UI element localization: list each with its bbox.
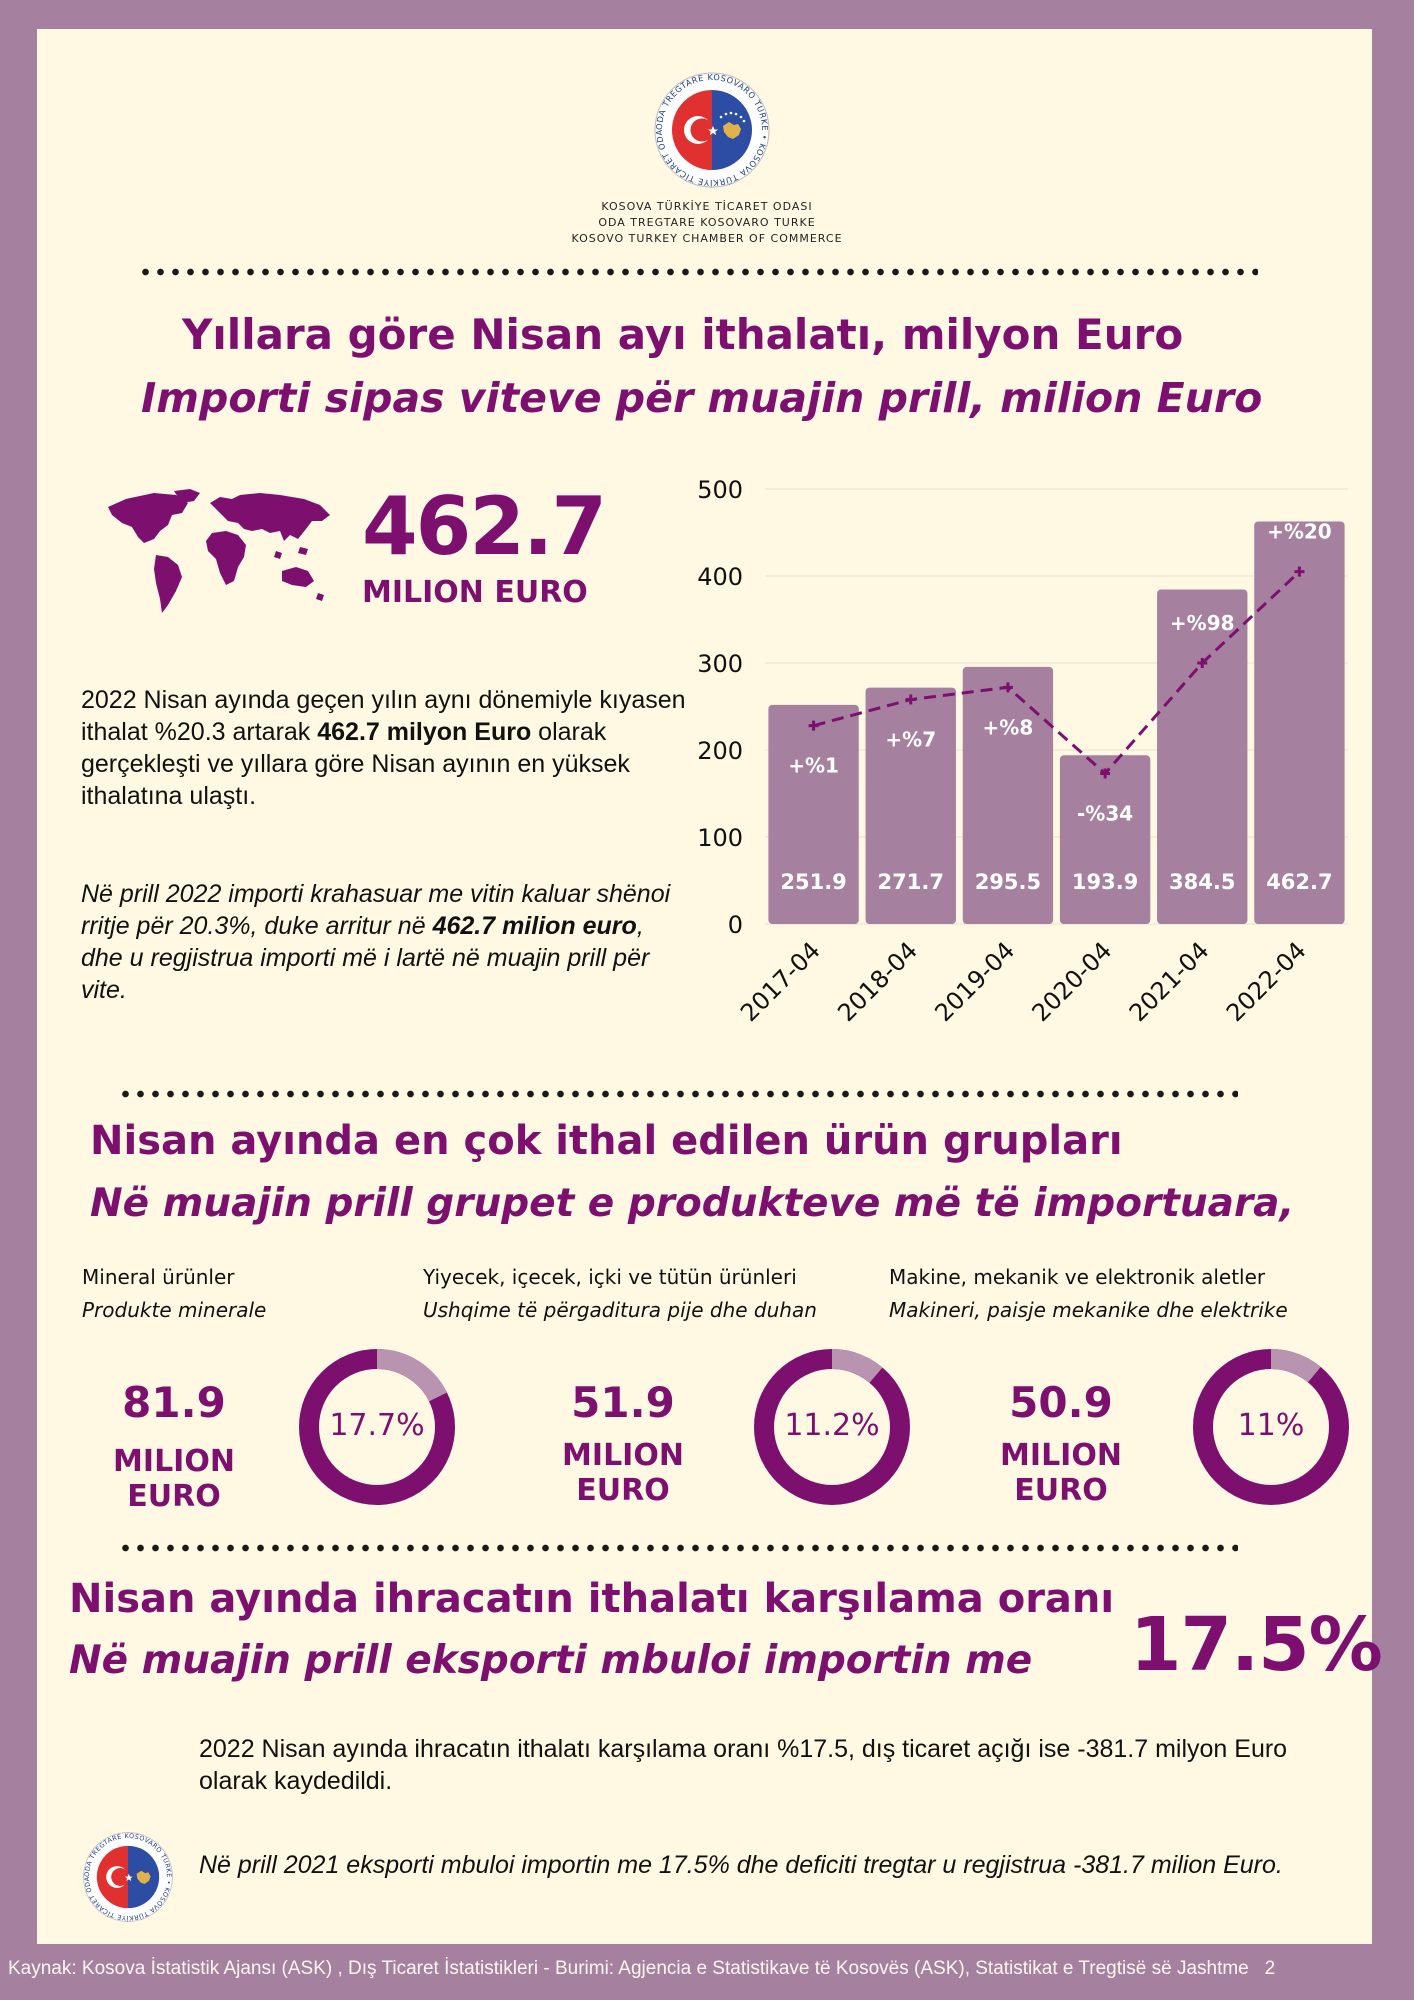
- chamber-logo-small: ODA TREGTARE KOSOVARO TURKE • KOSOVA TÜR…: [82, 1831, 173, 1923]
- change-label-5: +%20: [1267, 520, 1332, 544]
- y-tick-label-1: 100: [697, 824, 743, 852]
- y-tick-label-2: 200: [697, 737, 743, 765]
- group1-name-tr: Mineral ürünler: [82, 1265, 235, 1289]
- x-tick-label-0: 2017-04: [735, 936, 826, 1027]
- page-number: 2: [1264, 1958, 1276, 1979]
- section1-title-sq: Importi sipas viteve për muajin prill, m…: [141, 374, 1263, 422]
- section3-paragraph-sq: Në prill 2021 eksporti mbuloi importin m…: [199, 1851, 1283, 1879]
- change-label-1: +%7: [885, 728, 936, 752]
- divider-1: [138, 267, 1258, 277]
- group3-share-label: 11%: [1237, 1408, 1305, 1443]
- group3-name-sq: Makineri, paisje mekanike dhe elektrike: [889, 1298, 1288, 1322]
- share-arc-0: [299, 1349, 455, 1505]
- trend-marker-4: [1197, 658, 1208, 668]
- bar-value-label-0: 251.9: [780, 870, 846, 894]
- trend-marker-5: [1294, 566, 1305, 577]
- org-name-en: KOSOVO TURKEY CHAMBER OF COMMERCE: [571, 232, 843, 245]
- bar-value-label-3: 193.9: [1072, 870, 1138, 894]
- y-tick-label-0: 0: [728, 911, 743, 939]
- bar-2021-04: [1157, 589, 1248, 924]
- y-tick-label-4: 400: [697, 563, 743, 591]
- trend-marker-2: [1002, 682, 1013, 693]
- section1-paragraph-tr: 2022 Nisan ayında geçen yılın aynı dönem…: [81, 686, 686, 810]
- y-tick-label-5: 500: [697, 476, 743, 504]
- imports-bar-chart: 0 100 200 300 400 500 251.9 +%1 2017-04 271.7 +%7 2…: [697, 476, 1348, 1027]
- group1-name-sq: Produkte minerale: [82, 1298, 267, 1322]
- group2-name-sq: Ushqime të përgaditura pije dhe duhan: [423, 1298, 817, 1322]
- x-tick-label-4: 2021-04: [1124, 936, 1215, 1027]
- world-map-icon: [108, 489, 330, 613]
- section2-title-sq: Në muajin prill grupet e produkteve më t…: [90, 1181, 1295, 1226]
- group3-name-tr: Makine, mekanik ve elektronik aletler: [889, 1265, 1266, 1289]
- group2-name-tr: Yiyecek, içecek, içki ve tütün ürünleri: [423, 1265, 797, 1289]
- x-tick-label-5: 2022-04: [1221, 936, 1312, 1027]
- section3-title-sq: Në muajin prill eksporti mbuloi importin…: [69, 1638, 1033, 1683]
- trend-marker-1: [905, 694, 916, 705]
- bar-value-label-2: 295.5: [975, 870, 1041, 894]
- footer-source: Kaynak: Kosova İstatistik Ajansı (ASK) ,…: [8, 1958, 1276, 1979]
- group2-value: 51.9: [571, 1378, 675, 1427]
- change-label-4: +%98: [1170, 611, 1235, 635]
- bar-2018-04: [865, 687, 956, 924]
- group1-unit: MILION EURO: [113, 1444, 235, 1514]
- page-card: [37, 29, 1372, 1944]
- share-arc-2: [1193, 1349, 1349, 1505]
- share-arc-1: [754, 1349, 910, 1505]
- group3-share-ring: [1193, 1349, 1349, 1505]
- group1-share-label: 17.7%: [329, 1408, 425, 1443]
- group3-value: 50.9: [1009, 1378, 1113, 1427]
- coverage-ratio: 17.5%: [1130, 1602, 1383, 1688]
- group2-share-ring: [754, 1349, 910, 1505]
- section3-paragraph-tr: 2022 Nisan ayında ihracatın ithalatı kar…: [199, 1735, 1288, 1795]
- bar-value-label-1: 271.7: [878, 870, 944, 894]
- group1-share-ring: [299, 1349, 455, 1505]
- group3-unit: MILION EURO: [1000, 1438, 1122, 1508]
- trend-marker-0: [808, 720, 819, 731]
- highlight-value: 462.7: [362, 480, 607, 573]
- section1-paragraph-sq: Në prill 2022 importi krahasuar me vitin…: [81, 880, 671, 1004]
- bar-value-label-5: 462.7: [1266, 870, 1332, 894]
- x-tick-label-3: 2020-04: [1027, 936, 1118, 1027]
- change-label-0: +%1: [788, 754, 839, 778]
- org-name-sq: ODA TREGTARE KOSOVARO TURKE: [598, 216, 816, 229]
- trend-line: [813, 570, 1301, 776]
- group1-value: 81.9: [122, 1378, 226, 1427]
- trend-marker-3: [1100, 768, 1111, 779]
- change-label-2: +%8: [983, 715, 1034, 739]
- org-name-tr: KOSOVA TÜRKİYE TİCARET ODASI: [601, 200, 813, 213]
- group2-unit: MILION EURO: [562, 1438, 684, 1508]
- y-tick-label-3: 300: [697, 650, 743, 678]
- bar-2020-04: [1059, 755, 1151, 924]
- bar-2019-04: [962, 666, 1054, 924]
- chamber-logo: ODA TREGTARE KOSOVARO TURKE • KOSOVA TÜR…: [653, 71, 770, 188]
- highlight-unit: MILION EURO: [362, 575, 588, 610]
- divider-2: [118, 1089, 1238, 1099]
- x-tick-label-1: 2018-04: [832, 936, 923, 1027]
- section2-title-tr: Nisan ayında en çok ithal edilen ürün gr…: [90, 1118, 1123, 1164]
- bar-2017-04: [768, 704, 859, 924]
- section1-title-tr: Yıllara göre Nisan ayı ithalatı, milyon …: [182, 310, 1184, 359]
- group2-share-label: 11.2%: [784, 1408, 880, 1443]
- divider-3: [118, 1543, 1238, 1553]
- bar-value-label-4: 384.5: [1169, 870, 1235, 894]
- x-tick-label-2: 2019-04: [929, 936, 1020, 1027]
- change-label-3: -%34: [1077, 801, 1133, 825]
- bar-2022-04: [1254, 521, 1345, 924]
- section3-title-tr: Nisan ayında ihracatın ithalatı karşılam…: [69, 1576, 1115, 1622]
